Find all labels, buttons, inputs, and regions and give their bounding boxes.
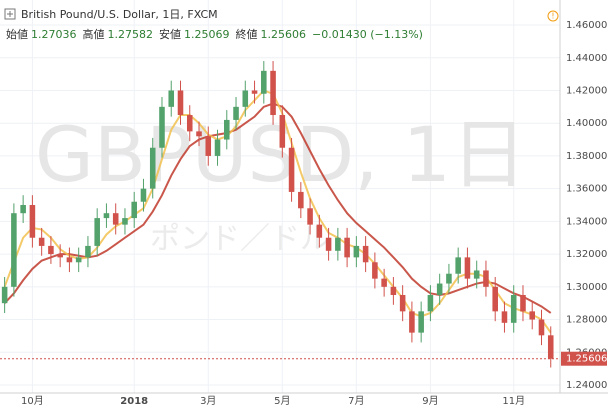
candle-body <box>510 294 517 323</box>
legend-label: 終値 <box>236 27 258 41</box>
y-tick-label: 1.34000 <box>566 216 607 227</box>
last-price-label: 1.25606 <box>566 354 607 365</box>
candle-body <box>288 147 295 192</box>
candle-body <box>335 237 341 251</box>
alert-mark: ! <box>551 12 554 21</box>
candle-body <box>270 70 276 116</box>
last-price-box <box>561 351 607 366</box>
candle-body <box>251 90 258 94</box>
candle-body <box>48 245 54 255</box>
candle-body <box>353 245 360 258</box>
candle-body <box>159 106 165 148</box>
candle-body <box>501 311 508 323</box>
candle-body <box>38 237 45 246</box>
candle-body <box>473 270 480 279</box>
candle-body <box>186 115 193 132</box>
candle-body <box>418 311 424 333</box>
candle-body <box>75 257 82 263</box>
candle-body <box>436 283 443 295</box>
y-tick-label: 1.24000 <box>566 380 607 391</box>
legend-value: 1.25069 <box>184 28 230 41</box>
symbol-title: British Pound/U.S. Dollar, 1日, FXCM <box>21 8 218 21</box>
legend-label: 安値 <box>159 27 181 41</box>
candle-body <box>122 218 128 225</box>
candle-body <box>464 257 471 279</box>
candle-body <box>233 106 239 120</box>
candle-body <box>103 213 110 219</box>
x-tick-label: 7月 <box>348 395 364 407</box>
collapse-icon[interactable] <box>4 8 16 20</box>
legend-value: 1.27036 <box>31 28 77 41</box>
candle-body <box>316 224 323 238</box>
ohlc-legend: 始値 1.27036 高値 1.27582 安値 1.25069 終値 1.25606 −0.0… <box>6 27 423 41</box>
candle-body <box>20 205 26 214</box>
candle-body <box>66 257 73 263</box>
candle-body <box>279 115 286 148</box>
candle-body <box>409 311 415 333</box>
moving-average <box>3 89 552 334</box>
plot <box>1 61 554 368</box>
candle-body <box>520 294 526 312</box>
y-tick-label: 1.46000 <box>566 20 607 31</box>
candle-body <box>483 270 489 287</box>
candle-body <box>224 119 230 140</box>
x-tick-label: 10月 <box>21 395 44 407</box>
y-tick-label: 1.40000 <box>566 118 607 129</box>
candle-body <box>372 262 378 279</box>
candle-body <box>140 188 147 202</box>
candle-body <box>149 147 156 189</box>
candle-body <box>390 286 397 295</box>
y-tick-label: 1.36000 <box>566 184 607 195</box>
candle-body <box>214 139 221 156</box>
y-tick-label: 1.32000 <box>566 249 607 260</box>
candle-body <box>261 70 267 94</box>
y-tick-label: 1.38000 <box>566 151 607 162</box>
x-tick-label: 5月 <box>274 395 290 407</box>
x-tick-label: 3月 <box>200 395 216 407</box>
candle-body <box>196 131 202 137</box>
x-tick-label: 11月 <box>502 395 525 407</box>
candle-body <box>94 218 100 246</box>
candle-body <box>168 90 175 107</box>
candle-body <box>344 237 350 258</box>
candle-body <box>85 245 91 258</box>
legend-value: 1.27582 <box>108 28 154 41</box>
candle-body <box>307 208 313 225</box>
candle-body <box>529 311 536 320</box>
y-tick-label: 1.28000 <box>566 315 607 326</box>
legend-change: −0.01430 (−1.13%) <box>312 28 423 41</box>
x-tick-label: 9月 <box>422 395 438 407</box>
candle-body <box>362 245 369 263</box>
y-tick-label: 1.42000 <box>566 85 607 96</box>
candle-body <box>298 191 304 209</box>
candle-body <box>242 90 249 107</box>
x-tick-label: 2018 <box>120 396 148 407</box>
legend-label: 始値 <box>6 27 28 41</box>
candle-body <box>325 237 332 251</box>
candle-body <box>492 286 498 312</box>
legend-label: 高値 <box>83 27 105 41</box>
candle-body <box>427 294 434 312</box>
candle-body <box>11 213 17 287</box>
candle-body <box>455 257 461 274</box>
candle-body <box>547 335 554 359</box>
candle-body <box>399 294 406 312</box>
y-tick-label: 1.44000 <box>566 53 607 64</box>
candle-body <box>112 213 119 225</box>
legend-value: 1.25606 <box>261 28 307 41</box>
candle-body <box>57 254 63 258</box>
candle-body <box>29 205 36 238</box>
candle-body <box>205 136 212 156</box>
watermark-sub: ポンド／ドル <box>150 222 330 257</box>
alert-icon[interactable] <box>547 10 559 22</box>
y-tick-label: 1.30000 <box>566 282 607 293</box>
candle-body <box>131 201 137 219</box>
candle-body <box>177 90 184 116</box>
candle-body <box>1 286 8 304</box>
candle-body <box>446 273 452 284</box>
candle-body <box>381 278 387 287</box>
candle-body <box>538 319 545 336</box>
